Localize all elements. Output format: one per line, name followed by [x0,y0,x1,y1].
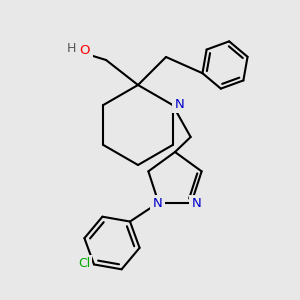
Text: N: N [153,197,162,210]
Text: Cl: Cl [78,257,90,270]
Text: H: H [66,41,76,55]
Text: N: N [192,197,201,210]
Text: N: N [175,98,184,110]
Text: O: O [80,44,90,58]
